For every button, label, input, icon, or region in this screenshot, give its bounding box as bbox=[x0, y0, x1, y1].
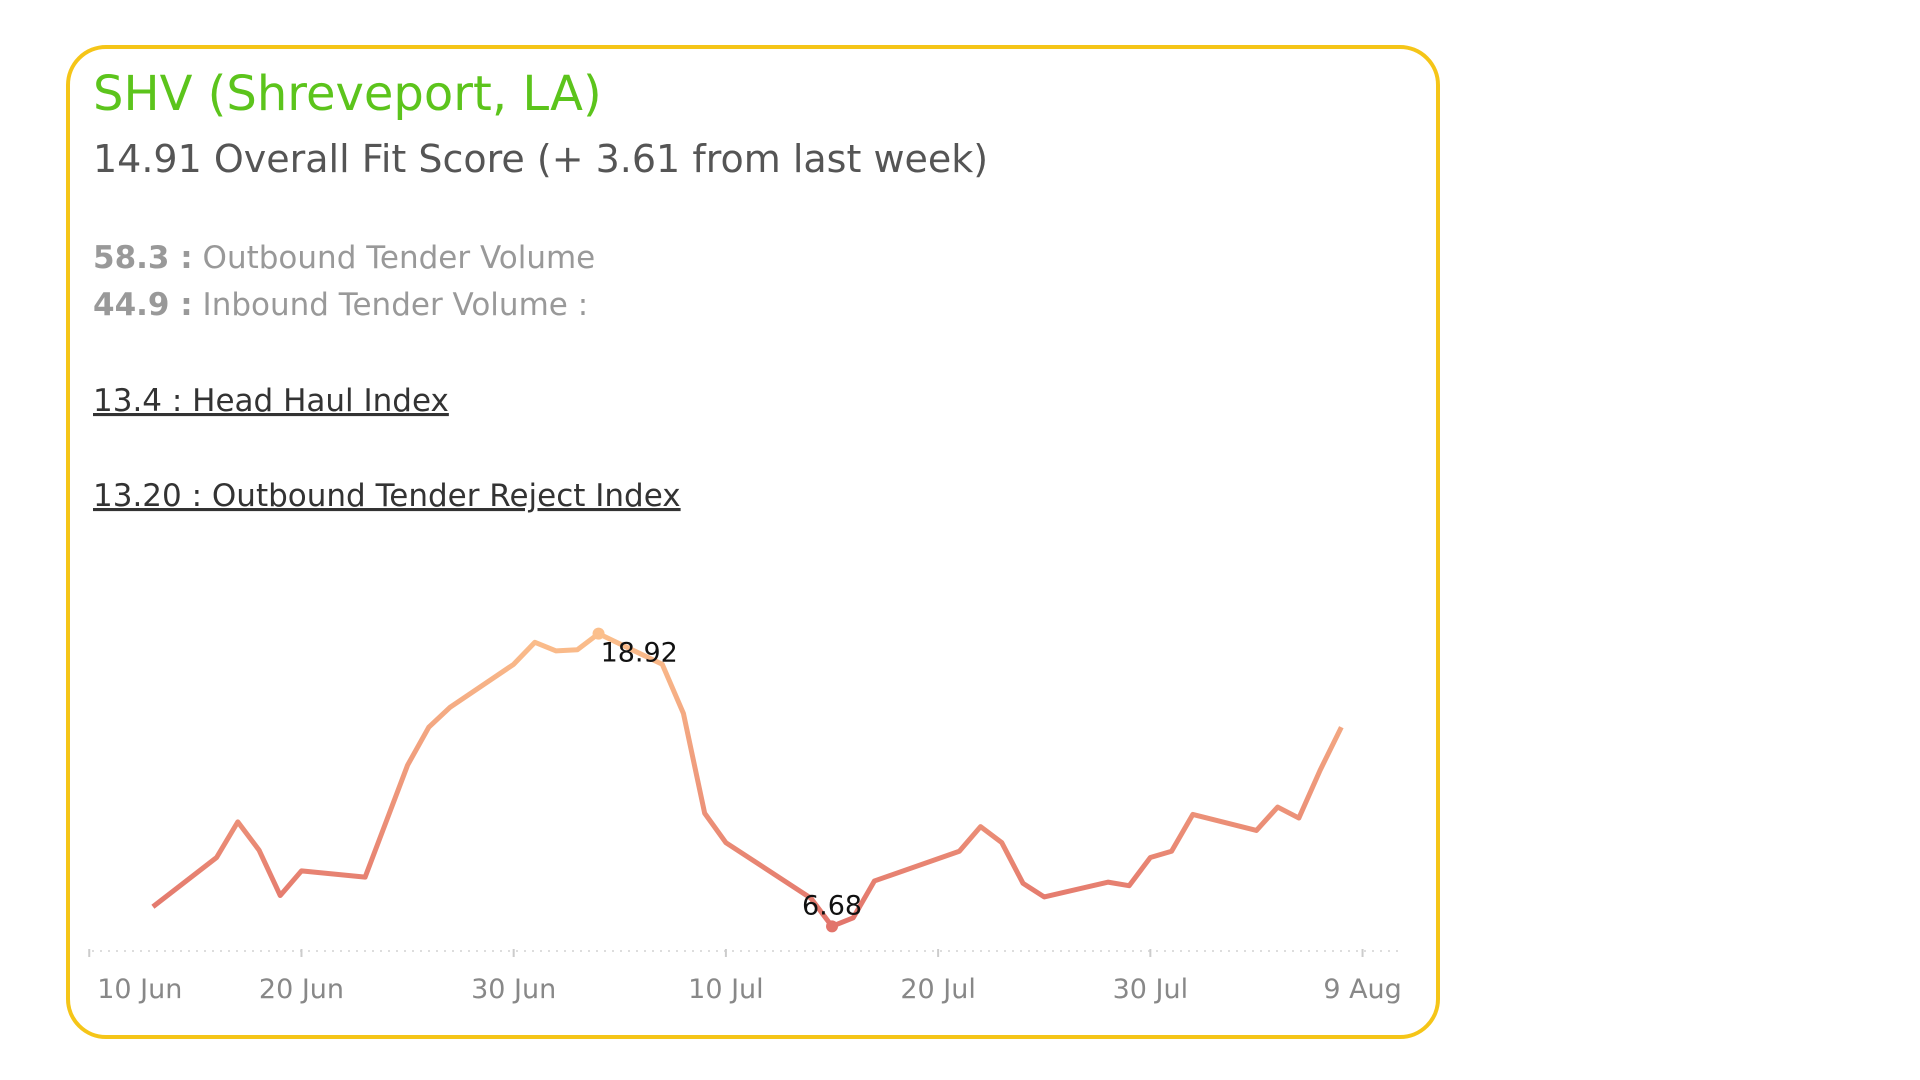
x-tick-label: 9 Aug bbox=[1323, 974, 1401, 1005]
metric-value: 44.9 : bbox=[93, 287, 193, 323]
metric: 44.9 : Inbound Tender Volume : bbox=[93, 287, 588, 323]
metric-label: Inbound Tender Volume : bbox=[203, 287, 589, 323]
link[interactable]: 13.4 : Head Haul Index bbox=[93, 383, 449, 419]
x-tick-label: 30 Jun bbox=[471, 974, 556, 1005]
x-tick-label: 10 Jun bbox=[97, 974, 182, 1005]
metric-value: 58.3 : bbox=[93, 240, 193, 276]
metric: 58.3 : Outbound Tender Volume bbox=[93, 240, 595, 276]
point bbox=[592, 627, 605, 640]
title: SHV (Shreveport, LA) bbox=[93, 66, 602, 122]
link[interactable]: 13.20 : Outbound Tender Reject Index bbox=[93, 478, 681, 514]
x-tick-label: 30 Jul bbox=[1113, 974, 1189, 1005]
subtitle: 14.91 Overall Fit Score (+ 3.61 from las… bbox=[93, 137, 988, 181]
x-tick-label: 10 Jul bbox=[688, 974, 764, 1005]
card bbox=[66, 45, 1440, 1039]
metric-label: Outbound Tender Volume bbox=[203, 240, 596, 276]
data-label: 6.68 bbox=[802, 890, 862, 921]
x-tick-label: 20 Jul bbox=[900, 974, 976, 1005]
line bbox=[151, 631, 1344, 929]
point bbox=[826, 920, 839, 933]
x-tick-label: 20 Jun bbox=[259, 974, 344, 1005]
data-label: 18.92 bbox=[601, 638, 678, 669]
